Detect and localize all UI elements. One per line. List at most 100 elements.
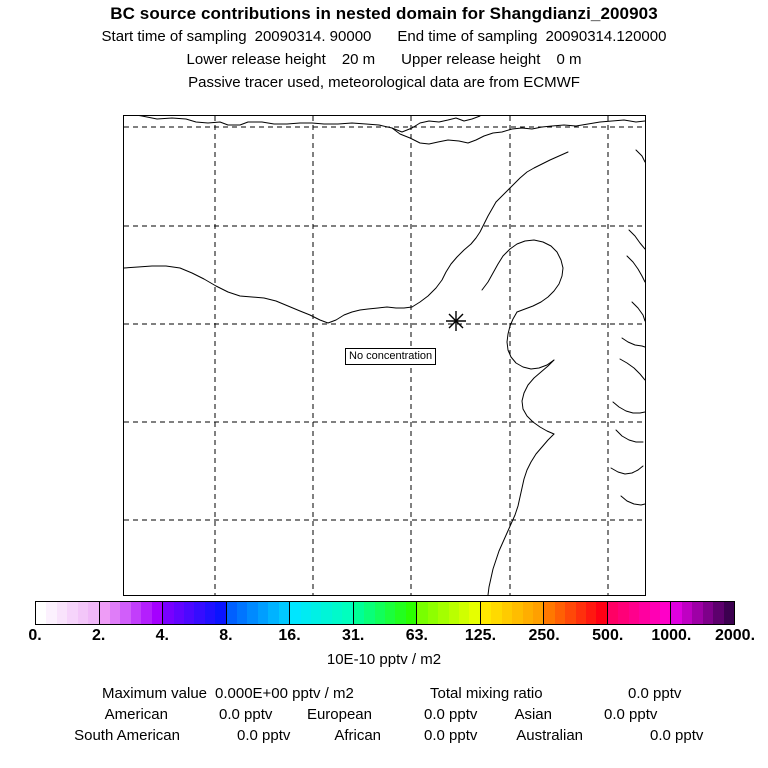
total-mixing-ratio-label: Total mixing ratio [430,685,543,702]
colorbar-segment [480,602,545,624]
colorbar-swatch [639,602,650,624]
colorbar-swatch [713,602,724,624]
colorbar-swatch [607,602,619,624]
colorbar-swatch [268,602,279,624]
colorbar-units-label: 10E-10 pptv / m2 [326,651,442,668]
start-time-label: Start time of sampling [101,28,247,45]
footer-row-summary: Maximum value 0.000E+00 pptv / m2 Total … [0,683,768,704]
tracer-note: Passive tracer used, meteorological data… [188,74,580,91]
header-block: BC source contributions in nested domain… [0,0,768,94]
footer-stats: Maximum value 0.000E+00 pptv / m2 Total … [0,683,768,746]
colorbar-swatch [342,602,353,624]
region-value-asian: 0.0 pptv [604,706,658,723]
colorbar-swatch [458,602,470,624]
colorbar-segment [544,602,608,624]
footer-row-regions-1: American 0.0 pptv European 0.0 pptv Asia… [0,704,768,725]
colorbar-swatch [385,602,396,624]
colorbar-swatch [321,602,332,624]
colorbar-tick-label: 2000. [714,627,756,644]
colorbar-segment [417,602,481,624]
colorbar-swatch [702,602,714,624]
sampling-time-line: Start time of sampling 20090314. 90000 End… [0,25,768,48]
release-height-line: Lower release height 20 m Upper release he… [0,48,768,71]
colorbar-swatch [405,602,417,624]
max-value-label: Maximum value [101,685,207,702]
colorbar-swatch [575,602,587,624]
colorbar-swatch [300,602,312,624]
region-label-australian: Australian [516,727,583,744]
region-label-american: American [104,706,168,723]
colorbar-swatch [448,602,459,624]
colorbar-wrapper [35,601,735,625]
footer-row-regions-2: South American 0.0 pptv African 0.0 pptv… [0,725,768,746]
colorbar-swatch [374,602,385,624]
lower-release-label: Lower release height [186,51,326,68]
page-title: BC source contributions in nested domain… [110,4,658,23]
colorbar-swatch [77,602,89,624]
region-value-european: 0.0 pptv [424,706,478,723]
end-time-value: 20090314.120000 [545,28,667,45]
colorbar-swatch [723,602,734,624]
coastline-layer [124,116,645,595]
colorbar-swatch [226,602,238,624]
total-mixing-ratio-value: 0.0 pptv [628,685,682,702]
colorbar-swatch [109,602,121,624]
region-value-african: 0.0 pptv [424,727,478,744]
colorbar-segment [163,602,227,624]
colorbar-swatch [681,602,693,624]
colorbar-swatch [469,602,480,624]
colorbar-segment [99,602,164,624]
colorbar-swatch [257,602,269,624]
colorbar-swatch [364,602,375,624]
colorbar-tick-label: 0. [28,627,42,644]
colorbar-swatch [67,602,78,624]
region-value-australian: 0.0 pptv [650,727,704,744]
colorbar-swatch [88,602,99,624]
region-value-american: 0.0 pptv [219,706,273,723]
colorbar-tick-label: 1000. [651,627,692,644]
no-concentration-banner: No concentration [345,348,437,365]
colorbar-swatch [183,602,195,624]
colorbar-swatch [438,602,449,624]
colorbar-tick-label: 250. [528,627,560,644]
start-time-value: 20090314. 90000 [254,28,372,45]
colorbar-swatch [237,602,248,624]
colorbar-swatch [311,602,322,624]
colorbar-swatch [501,602,513,624]
upper-release-label: Upper release height [401,51,541,68]
colorbar-swatch [36,602,47,624]
colorbar-segment [226,602,291,624]
colorbar-swatch [278,602,290,624]
region-value-south-american: 0.0 pptv [237,727,291,744]
colorbar-swatch [247,602,258,624]
colorbar-swatch [56,602,68,624]
end-time-label: End time of sampling [397,28,538,45]
map-panel[interactable]: No concentration [123,115,646,596]
colorbar[interactable] [35,601,735,625]
region-label-european: European [306,706,372,723]
colorbar-swatch [491,602,502,624]
colorbar-swatch [204,602,216,624]
colorbar-tick-label: 31. [342,627,365,644]
colorbar-swatch [141,602,152,624]
colorbar-swatch [120,602,131,624]
colorbar-swatch [331,602,343,624]
colorbar-swatch [480,602,492,624]
colorbar-tick-label: 8. [219,627,233,644]
region-label-african: African [334,727,381,744]
colorbar-swatch [554,602,566,624]
colorbar-tick-label: 125. [464,627,497,644]
colorbar-swatch [596,602,607,624]
colorbar-tick-label: 16. [278,627,301,644]
colorbar-swatch [215,602,226,624]
colorbar-segment [36,602,100,624]
colorbar-swatch [395,602,406,624]
colorbar-swatch [532,602,544,624]
map-canvas [124,116,645,595]
region-label-south-american: South American [74,727,180,744]
lower-release-value: 20 m [341,51,376,68]
colorbar-swatch [692,602,703,624]
colorbar-segment [671,602,734,624]
colorbar-swatch [586,602,597,624]
colorbar-swatch [46,602,57,624]
